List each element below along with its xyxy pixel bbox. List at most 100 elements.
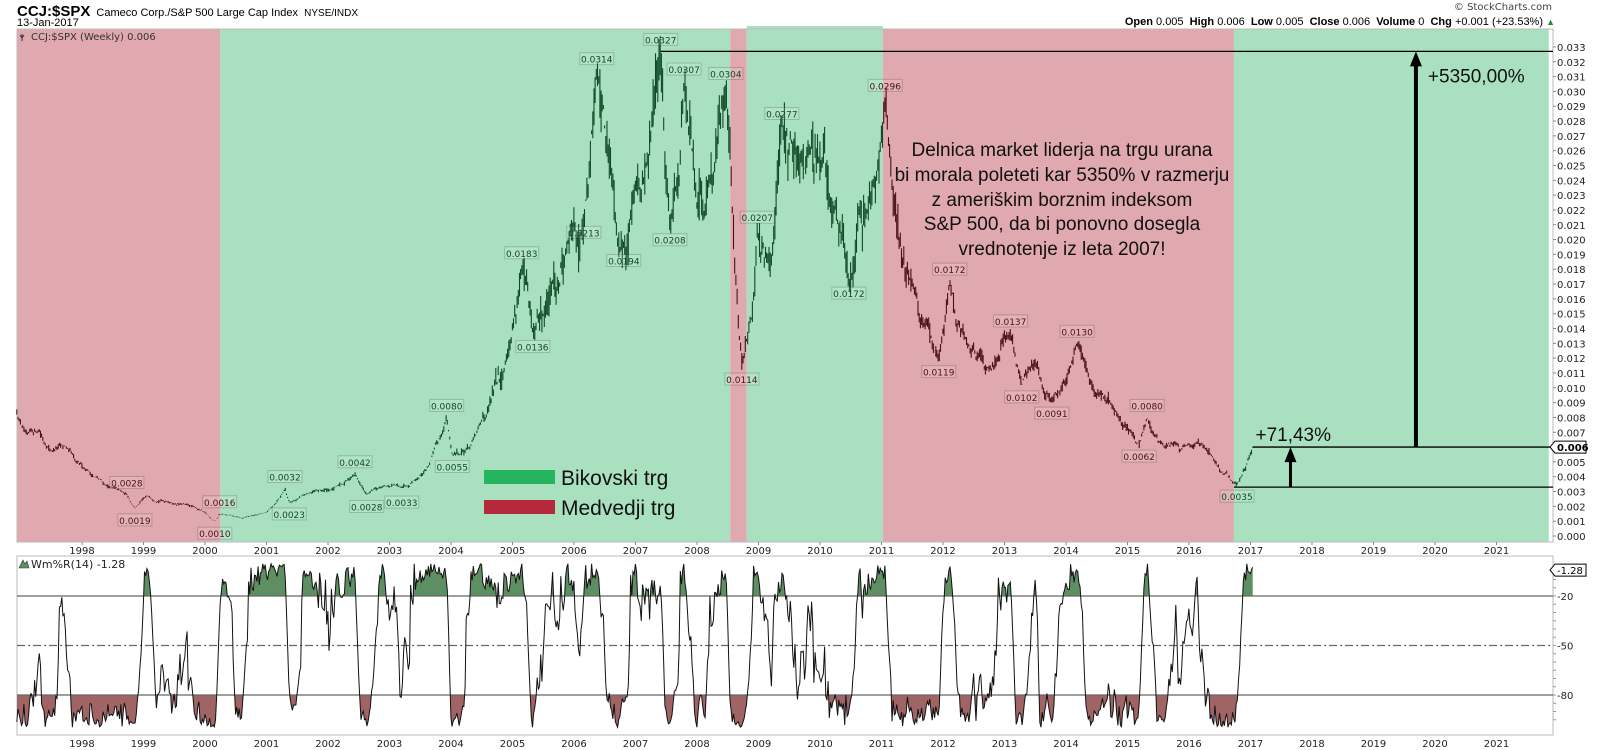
x-tick-label: 2004 — [438, 739, 463, 750]
y-tick-label: 0.032 — [1557, 58, 1586, 69]
point-label-box — [993, 314, 1029, 328]
x-tick-label: 2016 — [1176, 739, 1201, 750]
y-tick-label: 0.004 — [1557, 473, 1586, 484]
x-tick-label: 2015 — [1115, 546, 1140, 557]
x-tick-label: 2010 — [807, 739, 832, 750]
point-label-box — [349, 500, 385, 514]
point-label-box — [1004, 390, 1040, 404]
y-tick-label: 0.019 — [1557, 250, 1586, 261]
y-tick-label: 0.033 — [1557, 43, 1586, 54]
point-label-box — [579, 52, 615, 66]
point-label: 0.0136 — [517, 343, 549, 353]
x-tick-label: 2004 — [438, 546, 463, 557]
x-tick-label: 2021 — [1484, 739, 1509, 750]
open-value: 0.005 — [1156, 16, 1184, 28]
last-value-label: 0.006 — [1557, 443, 1589, 454]
low-value: 0.005 — [1275, 16, 1304, 28]
y-tick-label: 0.029 — [1557, 102, 1586, 113]
price-bars — [16, 35, 1254, 521]
volume-value: 0 — [1418, 16, 1425, 28]
point-label: 0.0277 — [766, 110, 798, 120]
chart-date: 13-Jan-2017 — [17, 17, 79, 29]
y-tick-label: 0.021 — [1557, 221, 1586, 232]
y-tick-label: 0.016 — [1557, 295, 1586, 306]
point-label: 0.0028 — [351, 504, 383, 514]
x-tick-label: 2020 — [1422, 546, 1447, 557]
point-label-box — [932, 262, 968, 276]
x-tick-label: 1999 — [131, 739, 156, 750]
point-label: 0.0130 — [1061, 328, 1093, 338]
y-tick-label: 0.013 — [1557, 339, 1586, 350]
y-tick-label: 0.001 — [1557, 517, 1586, 528]
price-series-icon — [19, 34, 25, 41]
x-tick-label: 2011 — [869, 739, 894, 750]
x-tick-label: 2018 — [1299, 739, 1324, 750]
x-tick-label: 2007 — [623, 739, 648, 750]
point-label-box — [429, 398, 465, 412]
volume-label: Volume — [1376, 16, 1416, 28]
point-label: 0.0207 — [742, 214, 774, 224]
point-label-box — [1059, 324, 1095, 338]
annotation-text: Delnica market liderja na trgu urana bi … — [862, 139, 1262, 263]
arrow-head-icon — [1409, 51, 1422, 67]
last-value-tag — [1549, 440, 1587, 454]
point-label-box — [831, 286, 867, 300]
point-label: 0.0016 — [204, 499, 236, 509]
wr-level-label: -80 — [1557, 691, 1573, 702]
wr-overbought-fill — [17, 563, 1253, 596]
point-label: 0.0296 — [869, 82, 901, 92]
point-label: 0.0327 — [645, 36, 677, 46]
point-label-box — [739, 210, 775, 224]
x-tick-label: 2019 — [1361, 739, 1386, 750]
copyright[interactable]: © StockCharts.com — [1453, 2, 1552, 13]
x-tick-label: 2020 — [1422, 739, 1447, 750]
x-tick-label: 2000 — [192, 739, 217, 750]
point-label: 0.0023 — [274, 511, 306, 521]
y-tick-label: 0.015 — [1557, 310, 1586, 321]
indicator-icon — [18, 559, 30, 569]
x-tick-label: 2001 — [254, 739, 279, 750]
x-tick-label: 2014 — [1053, 739, 1078, 750]
x-tick-label: 2013 — [992, 546, 1017, 557]
annotation-line: z ameriškim borznim indeksom — [931, 189, 1193, 211]
point-label: 0.0114 — [726, 376, 758, 386]
point-label-box — [666, 62, 702, 76]
annotation-line: bi morala poleteti kar 5350% v razmerju — [894, 164, 1230, 186]
point-label: 0.0062 — [1123, 453, 1155, 463]
y-tick-label: 0.028 — [1557, 117, 1586, 128]
y-tick-label: 0.008 — [1557, 413, 1586, 424]
x-tick-label: 2016 — [1176, 546, 1201, 557]
x-tick-label: 2008 — [684, 739, 709, 750]
point-label-box — [267, 470, 303, 484]
point-label-box — [652, 233, 688, 247]
close-label: Close — [1309, 16, 1340, 28]
x-tick-label: 2006 — [561, 739, 586, 750]
point-label: 0.0137 — [995, 318, 1027, 328]
point-label: 0.0183 — [506, 250, 538, 260]
wr-level-label: -50 — [1557, 642, 1573, 653]
bear-market-region — [730, 29, 747, 542]
y-tick-label: 0.005 — [1557, 458, 1586, 469]
x-tick-label: 1998 — [69, 546, 94, 557]
x-tick-label: 2007 — [623, 546, 648, 557]
bull-market-region — [1233, 29, 1549, 542]
point-label: 0.0080 — [431, 402, 463, 412]
point-label-box — [515, 339, 551, 353]
chg-label: Chg — [1430, 16, 1452, 28]
x-tick-label: 2017 — [1238, 546, 1263, 557]
bull-market-region — [220, 29, 731, 542]
wr-last-value-label: -1.28 — [1557, 566, 1583, 577]
y-tick-label: 0.007 — [1557, 428, 1586, 439]
point-label-box — [337, 455, 373, 469]
gain-label-big: +5350,00% — [1428, 66, 1525, 87]
y-tick-label: 0.022 — [1557, 206, 1586, 217]
point-label-box — [867, 78, 903, 92]
point-label-box — [1219, 489, 1255, 503]
x-tick-label: 2014 — [1053, 546, 1078, 557]
point-label-box — [1121, 449, 1157, 463]
x-tick-label: 2010 — [807, 546, 832, 557]
legend-swatch-bull — [484, 470, 555, 484]
y-tick-label: 0.009 — [1557, 399, 1586, 410]
x-tick-label: 2003 — [377, 739, 402, 750]
